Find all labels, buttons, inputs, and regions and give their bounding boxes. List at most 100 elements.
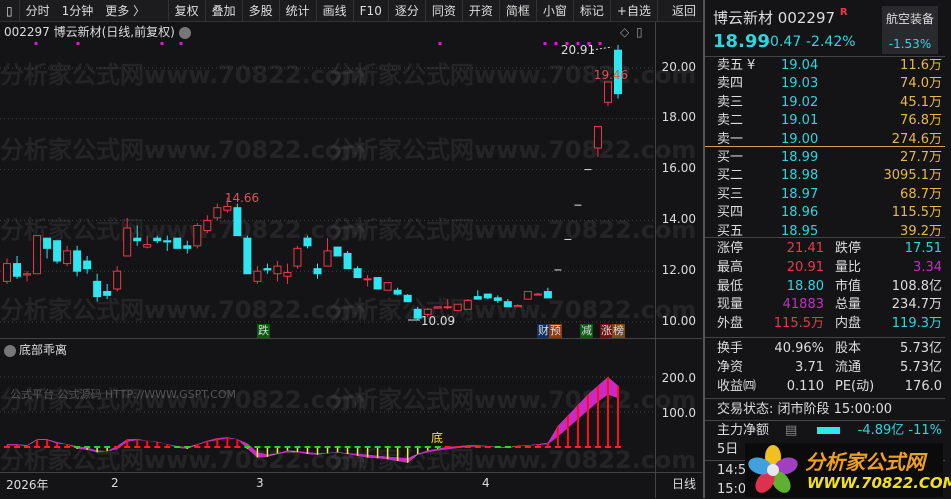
- candle-body: [143, 244, 152, 248]
- candle-body: [153, 237, 162, 242]
- candle-body: [443, 306, 452, 309]
- watermark: 分析家公式网www.70822.com: [0, 61, 367, 89]
- marker-dot: [565, 42, 569, 45]
- candle-body: [293, 247, 302, 267]
- price-tick: 20.00: [661, 60, 696, 74]
- price-tick: 10.00: [661, 314, 696, 328]
- tab-timeshare[interactable]: 分时: [18, 0, 56, 22]
- toolbar-button[interactable]: 统计: [278, 0, 316, 22]
- candle-body: [303, 237, 312, 247]
- toolbar-button[interactable]: 简框: [498, 0, 536, 22]
- candle-body: [53, 240, 62, 262]
- asks-row: 卖二 19.01 76.8万: [717, 113, 942, 129]
- watermark: 分析家公式网www.70822.com: [330, 296, 697, 324]
- toolbar-button[interactable]: 叠加: [204, 0, 242, 22]
- toolbar-button[interactable]: 返回: [656, 0, 702, 22]
- watermark: 分析家公式网www.70822.com: [330, 446, 697, 474]
- candle-body: [243, 237, 252, 275]
- candle-body: [513, 304, 522, 308]
- watermark: 分析家公式网www.70822.com: [0, 386, 367, 414]
- change-pct: -2.42%: [806, 34, 856, 50]
- tag-list[interactable]: 榜: [612, 324, 625, 338]
- candle-body: [173, 237, 182, 249]
- chevron-down-icon[interactable]: [178, 26, 191, 39]
- recent-price-label: 19.46: [594, 68, 628, 82]
- candle-body: [283, 271, 292, 277]
- toolbar-button[interactable]: +自选: [609, 0, 657, 22]
- candle-body: [523, 291, 532, 300]
- watermark: 分析家公式网www.70822.com: [330, 136, 697, 164]
- marker-dot: [76, 42, 80, 45]
- tag-forecast[interactable]: 预: [549, 324, 562, 338]
- flower-logo-icon: [748, 445, 798, 493]
- peak-price-label: 14.66: [225, 191, 259, 205]
- arrow-line: [591, 46, 613, 51]
- asks-row: 卖四 19.03 74.0万: [717, 76, 942, 92]
- five-day-label: 5日: [717, 442, 739, 457]
- candle-body: [3, 263, 11, 282]
- candle-body: [423, 308, 432, 315]
- indicator-band: [7, 377, 618, 463]
- trade-status: 交易状态: 闭市阶段 15:00:00: [717, 402, 893, 417]
- toolbar-button[interactable]: 标记: [572, 0, 610, 22]
- more-menu[interactable]: 更多 〉: [105, 3, 146, 18]
- list-icon[interactable]: ▤: [785, 423, 798, 438]
- watermark: 分析家公式网www.70822.com: [330, 61, 697, 89]
- panel-icon[interactable]: ▯: [636, 25, 643, 39]
- candle-body: [203, 219, 212, 232]
- stat-row: 现量 41883 总量 234.7万: [717, 297, 942, 313]
- price-tick: 14.00: [661, 212, 696, 226]
- asks-row: 卖五 ¥19.04 11.6万: [717, 58, 942, 73]
- indicator-tick: 200.0: [661, 371, 696, 385]
- bids-row: 买三 18.97 68.7万: [717, 186, 942, 202]
- stock-name: 博云新材 002297 R: [713, 7, 848, 27]
- toolbar-button[interactable]: 小窗: [535, 0, 573, 22]
- marker-dot: [438, 42, 442, 45]
- candle-body: [363, 278, 372, 281]
- date-label: 4: [482, 476, 490, 490]
- chart-title: 002297 博云新材(日线,前复权): [4, 25, 175, 39]
- watermark: 分析家公式网www.70822.com: [0, 296, 367, 324]
- toolbar-button[interactable]: 同资: [424, 0, 462, 22]
- bids-row: 买四 18.96 115.5万: [717, 205, 942, 221]
- tag-finance[interactable]: 财: [537, 324, 550, 338]
- watermark: 分析家公式网www.70822.com: [330, 386, 697, 414]
- toolbar-button[interactable]: 逐分: [387, 0, 425, 22]
- site-logo: 分析家公式网 WWW.70822.COM: [745, 443, 951, 497]
- candle-body: [43, 237, 52, 249]
- kline-chart[interactable]: 14.66 20.91 19.46 10.09 底: [0, 42, 655, 498]
- diamond-icon[interactable]: ◇: [620, 25, 630, 39]
- toolbar-button[interactable]: 开资: [461, 0, 499, 22]
- candle-body: [163, 240, 172, 243]
- sector-box[interactable]: 航空装备 -1.53%: [882, 6, 938, 54]
- toolbar: ▯ 分时 1分钟 更多 〉 复权 叠加 多股 统计 画线 F10 逐分 同资 开资 简框 小窗 标记 +…: [0, 0, 702, 22]
- toolbar-button[interactable]: 多股: [241, 0, 279, 22]
- candle-body: [33, 235, 42, 275]
- toolbar-button[interactable]: 复权: [167, 0, 205, 22]
- candle-body: [493, 297, 502, 301]
- chart-title-bar: 002297 博云新材(日线,前复权) ◇ ▯: [0, 22, 655, 42]
- tag-limit-up[interactable]: 涨: [600, 324, 613, 338]
- panel-toggle-icon[interactable]: ▯: [6, 3, 13, 18]
- tag-reduce[interactable]: 减: [580, 324, 593, 338]
- candle-body: [483, 293, 492, 299]
- toolbar-button[interactable]: F10: [352, 0, 388, 22]
- candle-body: [433, 306, 442, 309]
- toolbar-button[interactable]: 画线: [315, 0, 353, 22]
- last-price: 18.99: [713, 31, 770, 52]
- stat-row: 最低 18.80 市值 108.8亿: [717, 278, 942, 294]
- candle-body: [183, 245, 192, 249]
- candle-body: [93, 280, 102, 298]
- candle-body: [233, 207, 242, 237]
- indicator-tick: 100.0: [661, 406, 696, 420]
- candle-body: [253, 270, 262, 282]
- stat-row: 换手 40.96% 股本 5.73亿: [717, 341, 942, 356]
- tag-drop[interactable]: 跌: [257, 324, 270, 338]
- panel-divider: [0, 338, 702, 339]
- indicator-title[interactable]: 底部乖离: [4, 341, 67, 358]
- candle-body: [23, 273, 32, 276]
- candle-body: [593, 125, 602, 149]
- price-tick: 16.00: [661, 161, 696, 175]
- date-axis-divider: [0, 472, 702, 473]
- tab-1min[interactable]: 1分钟: [61, 3, 94, 18]
